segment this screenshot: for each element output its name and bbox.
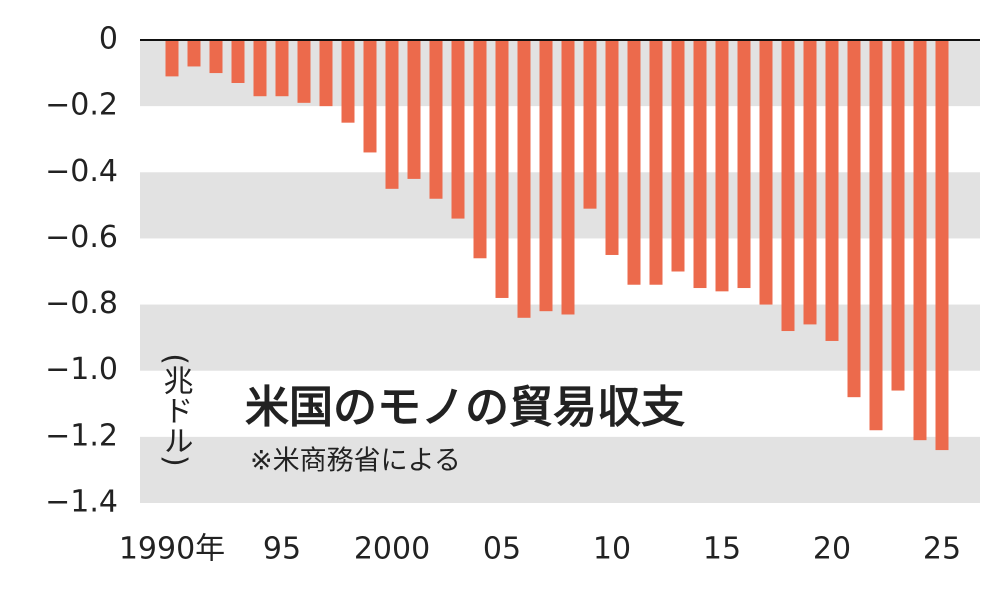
bar bbox=[693, 40, 707, 289]
bar bbox=[517, 40, 531, 318]
grid-band bbox=[140, 304, 980, 371]
bar bbox=[671, 40, 685, 272]
x-tick-label: 15 bbox=[703, 532, 741, 567]
bar bbox=[495, 40, 509, 298]
x-tick-label: 05 bbox=[483, 532, 521, 567]
grid-band bbox=[140, 172, 980, 239]
bar bbox=[429, 40, 443, 199]
bar bbox=[385, 40, 399, 189]
bar bbox=[759, 40, 773, 305]
bar bbox=[231, 40, 245, 83]
bar bbox=[407, 40, 421, 179]
bar bbox=[451, 40, 465, 219]
y-tick-label: 0 bbox=[99, 22, 118, 57]
y-tick-label: −0.2 bbox=[45, 88, 118, 123]
bar bbox=[935, 40, 949, 451]
x-tick-label: 2000 bbox=[354, 532, 430, 567]
x-tick-label: 20 bbox=[813, 532, 851, 567]
y-axis-label: (兆ドル) bbox=[158, 353, 193, 466]
bar bbox=[715, 40, 729, 292]
y-tick-label: −0.8 bbox=[45, 286, 118, 321]
bar bbox=[473, 40, 487, 259]
x-tick-label: 10 bbox=[593, 532, 631, 567]
bar bbox=[253, 40, 267, 97]
bar bbox=[209, 40, 223, 74]
bar bbox=[583, 40, 597, 209]
bar bbox=[165, 40, 179, 77]
x-tick-label: 25 bbox=[923, 532, 961, 567]
bar bbox=[781, 40, 795, 332]
bands: 0 −0.2 −0.4 −0.6 −0.8 −1.0 −1.2 −1.4 bbox=[45, 22, 980, 520]
x-tick-label: 95 bbox=[263, 532, 301, 567]
bar bbox=[539, 40, 553, 312]
y-tick-label: −1.2 bbox=[45, 418, 118, 453]
y-tick-label: −0.4 bbox=[45, 154, 118, 189]
y-tick-label: −1.0 bbox=[45, 352, 118, 387]
bar bbox=[891, 40, 905, 391]
chart-subtitle: ※米商務省による bbox=[250, 446, 461, 477]
bars bbox=[165, 40, 949, 451]
bar bbox=[605, 40, 619, 255]
x-tick-label: 1990年 bbox=[119, 532, 225, 567]
grid-band bbox=[140, 436, 980, 503]
bar bbox=[737, 40, 751, 289]
bar bbox=[825, 40, 839, 341]
bar bbox=[319, 40, 333, 107]
bar bbox=[561, 40, 575, 315]
bar bbox=[869, 40, 883, 431]
bar bbox=[649, 40, 663, 285]
y-tick-label: −0.6 bbox=[45, 220, 118, 255]
chart-title: 米国のモノの貿易収支 bbox=[245, 382, 685, 433]
bar bbox=[341, 40, 355, 123]
bar bbox=[297, 40, 311, 103]
bar bbox=[627, 40, 641, 285]
y-tick-label: −1.4 bbox=[45, 485, 118, 520]
bar bbox=[363, 40, 377, 153]
bar bbox=[275, 40, 289, 97]
bar bbox=[847, 40, 861, 398]
bar bbox=[913, 40, 927, 441]
bar bbox=[187, 40, 201, 67]
bar bbox=[803, 40, 817, 325]
